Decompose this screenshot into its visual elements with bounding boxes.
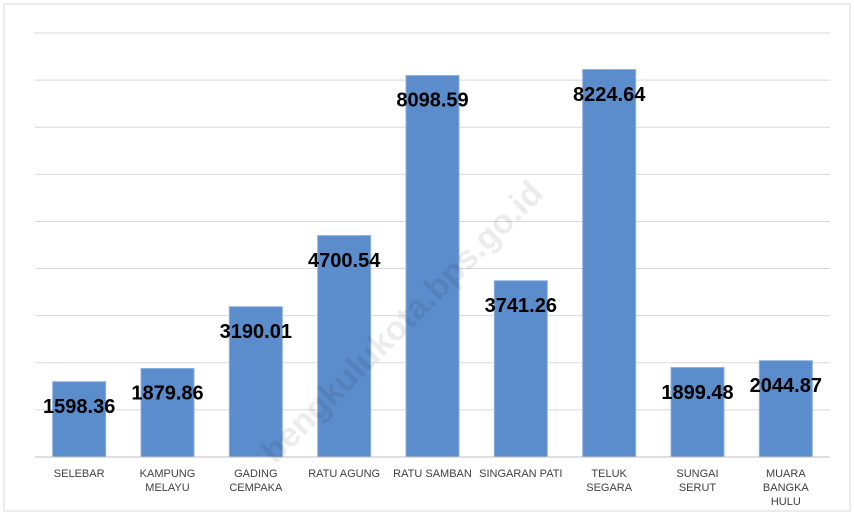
value-label: 3190.01 [220,321,292,343]
bar [405,74,460,458]
bar [228,306,283,458]
value-label: 1879.86 [131,383,203,405]
value-label: 4700.54 [308,250,381,272]
value-label: 3741.26 [485,295,557,317]
x-tick-label: SELEBAR [53,468,105,480]
value-label: 8098.59 [396,90,468,112]
bar [140,367,195,458]
value-label: 1598.36 [43,396,115,418]
x-tick-label: TELUK SEGARA [586,468,633,494]
x-tick-label: KAMPUNG MELAYU [139,468,196,494]
bar [670,367,725,458]
x-tick-label: RATU AGUNG [308,468,381,480]
x-tick-label: SUNGAI SERUT [676,468,719,494]
x-tick-label: RATU SAMBAN [393,468,472,480]
value-label: 1899.48 [661,382,733,404]
x-tick-label: MUARA BANGKA HULU [762,468,809,508]
bar [758,360,813,458]
bar [582,69,637,458]
bar [493,280,548,458]
x-tick-label: SINGARAN PATI [479,468,563,480]
bar [52,381,107,458]
x-tick-label: GADING CEMPAKA [229,468,283,494]
value-label: 8224.64 [573,84,646,106]
value-label: 2044.87 [750,375,822,397]
